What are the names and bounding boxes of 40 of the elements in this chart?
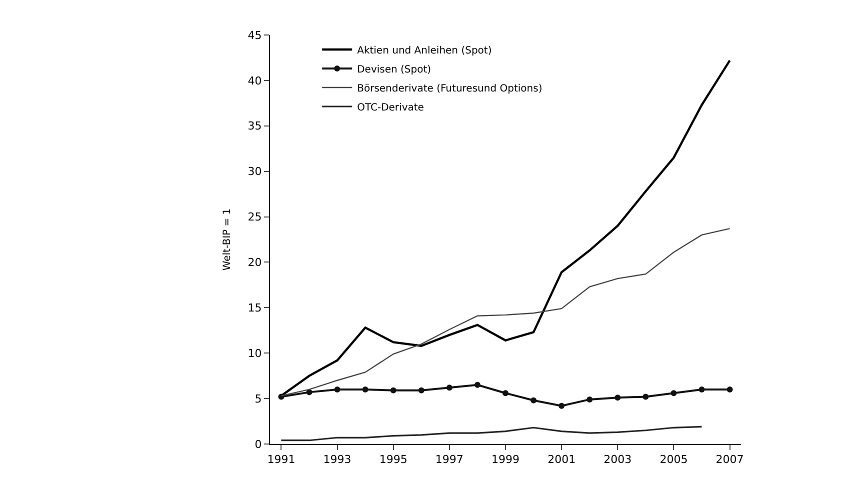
line-series [280, 426, 703, 442]
y-tick-label: 0 [254, 438, 262, 451]
point [698, 386, 705, 392]
y-tick-label: 20 [248, 256, 262, 270]
x-tick-label: 2005 [660, 453, 688, 466]
legend-label: Devisen (Spot) [357, 64, 432, 76]
y-tick-label: 45 [248, 28, 262, 42]
point [362, 386, 368, 392]
x-tick-label: 2007 [716, 453, 744, 466]
point [390, 387, 396, 394]
y-tick-label: 15 [248, 302, 262, 315]
y-tick-label: 25 [248, 210, 262, 224]
point [614, 394, 621, 401]
y-tick-label: 35 [248, 120, 262, 133]
legend-label: Aktien und Anleihen (Spot) [357, 45, 492, 56]
y-tick-label: 5 [254, 392, 262, 406]
x-tick-label: 1997 [435, 453, 464, 466]
point [334, 386, 340, 392]
y-axis-title: Welt-BIP = 1 [222, 208, 233, 271]
point [502, 390, 508, 396]
legend-label: OTC-Derivate [357, 102, 424, 114]
x-tick-label: 1991 [267, 453, 296, 466]
y-tick-label: 40 [248, 74, 262, 88]
x-tick-label: 2003 [604, 453, 632, 466]
x-tick-label: 1995 [379, 453, 408, 466]
point [670, 390, 677, 396]
point [530, 397, 537, 404]
x-tick-label: 1999 [492, 453, 520, 466]
point [446, 384, 452, 391]
y-tick-label: 10 [248, 346, 262, 360]
point [726, 386, 733, 392]
x-tick-label: 1993 [323, 453, 352, 466]
point [586, 396, 593, 402]
y-tick-label: 30 [248, 165, 262, 178]
x-tick-label: 2001 [548, 453, 576, 466]
legend-label: Börsenderivate (Futuresund Options) [357, 83, 542, 94]
point [418, 387, 424, 394]
point [474, 382, 480, 388]
point [558, 402, 565, 409]
point [642, 394, 649, 400]
